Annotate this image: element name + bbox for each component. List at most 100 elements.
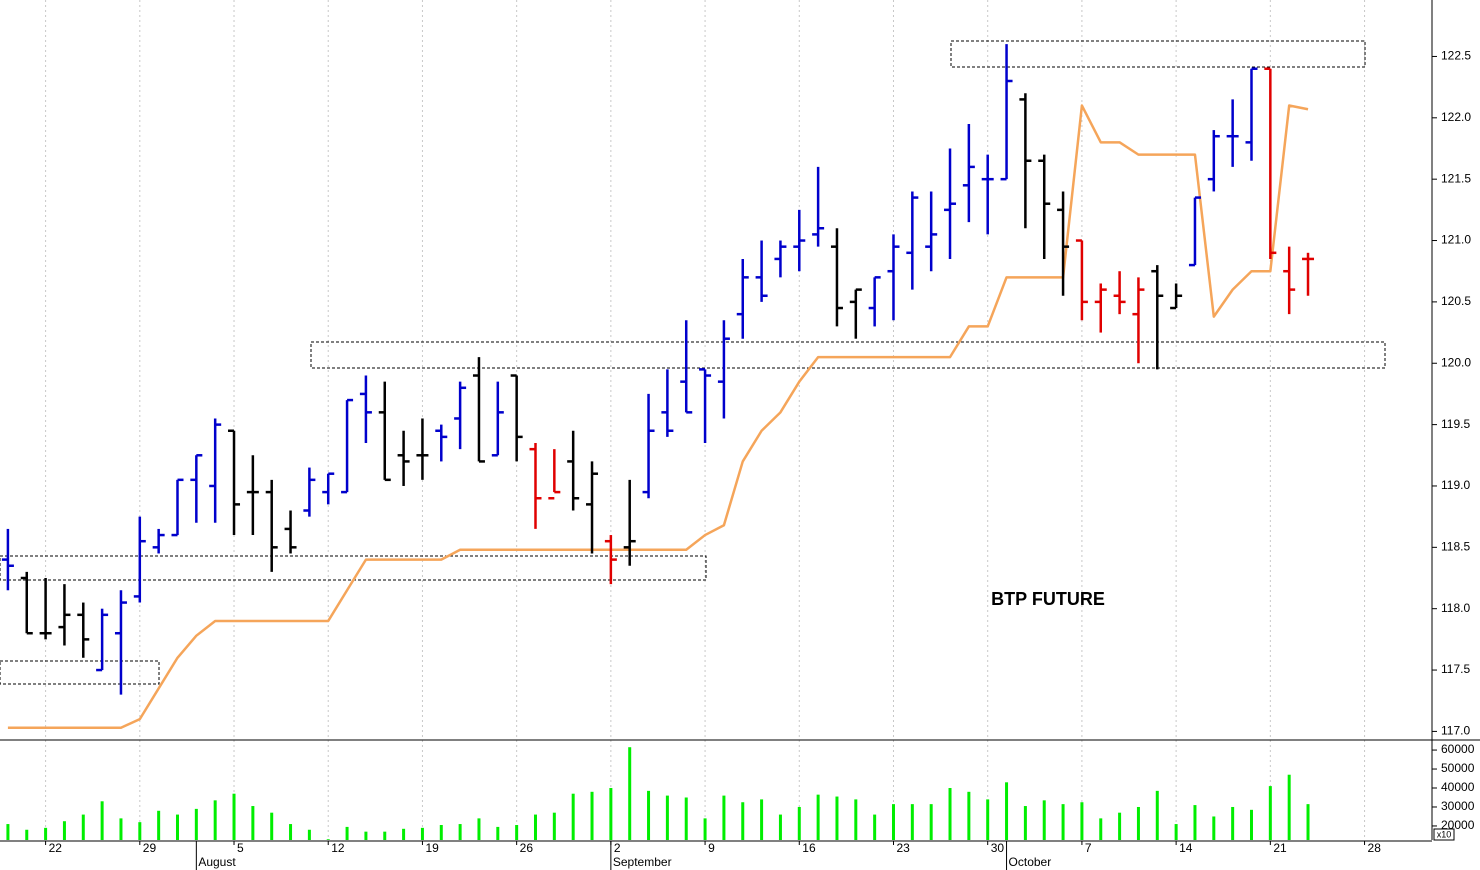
zone-box xyxy=(950,40,1366,68)
annotation: BTP FUTURE xyxy=(991,589,1105,609)
y-tick-label: 122.5 xyxy=(1441,49,1471,63)
month-label: August xyxy=(198,855,236,869)
volume-bar xyxy=(1212,816,1216,840)
volume-bar xyxy=(741,802,745,840)
y-tick-label: 119.0 xyxy=(1441,478,1470,492)
x-tick-label: 21 xyxy=(1273,841,1287,855)
x-tick-label: 16 xyxy=(802,841,816,855)
volume-bar xyxy=(1023,806,1027,840)
y-tick-label: 120.0 xyxy=(1441,355,1471,369)
y-tick-label: 118.5 xyxy=(1441,540,1470,554)
y-tick-label: 118.0 xyxy=(1441,601,1470,615)
volume-bar xyxy=(703,818,707,840)
x-tick-label: 26 xyxy=(520,841,534,855)
y-tick-label: 30000 xyxy=(1441,799,1475,813)
volume-bar xyxy=(1174,824,1178,840)
volume-bar xyxy=(1231,806,1235,840)
volume-bar xyxy=(684,797,688,840)
y-tick-label: 117.5 xyxy=(1441,662,1470,676)
zone-box xyxy=(310,341,1386,369)
volume-bar xyxy=(647,790,651,840)
volume-bar xyxy=(609,788,613,840)
volume-bar xyxy=(307,829,311,840)
volume-bar xyxy=(270,812,274,840)
y-tick-label: 40000 xyxy=(1441,780,1475,794)
volume-bar xyxy=(439,825,443,840)
y-tick-label: 60000 xyxy=(1441,742,1475,756)
x-tick-label: 23 xyxy=(896,841,910,855)
volume-bar xyxy=(778,814,782,840)
x-tick-label: 29 xyxy=(143,841,157,855)
volume-bar xyxy=(345,826,349,840)
volume-bar xyxy=(760,799,764,840)
volume-bar xyxy=(138,822,142,840)
volume-bar xyxy=(232,793,236,840)
volume-bar xyxy=(25,829,29,840)
volume-bar xyxy=(6,824,10,840)
scale-note: x10 xyxy=(1437,829,1452,839)
volume-bar xyxy=(364,831,368,840)
month-label: September xyxy=(613,855,672,869)
volume-bar xyxy=(590,791,594,840)
volume-bar xyxy=(816,794,820,840)
volume-bar xyxy=(891,804,895,840)
x-tick-label: 28 xyxy=(1368,841,1382,855)
volume-bar xyxy=(1099,818,1103,840)
volume-bar xyxy=(81,814,85,840)
y-tick-label: 120.5 xyxy=(1441,294,1471,308)
month-label: October xyxy=(1009,855,1052,869)
y-tick-label: 20000 xyxy=(1441,818,1475,832)
volume-bar xyxy=(835,796,839,840)
volume-bar xyxy=(289,824,293,840)
volume-bar xyxy=(251,806,255,840)
volume-bar xyxy=(722,795,726,840)
x-tick-label: 5 xyxy=(237,841,244,855)
volume-bar xyxy=(157,810,161,840)
y-tick-label: 121.5 xyxy=(1441,171,1471,185)
volume-bar xyxy=(100,801,104,840)
volume-bar xyxy=(797,806,801,840)
y-tick-label: 119.5 xyxy=(1441,417,1470,431)
y-tick-label: 50000 xyxy=(1441,761,1475,775)
x-tick-label: 14 xyxy=(1179,841,1193,855)
volume-bar xyxy=(1193,805,1197,840)
x-tick-label: 9 xyxy=(708,841,715,855)
y-tick-label: 121.0 xyxy=(1441,233,1471,247)
volume-bar xyxy=(119,818,123,840)
y-tick-label: 122.0 xyxy=(1441,110,1471,124)
volume-bar xyxy=(383,831,387,840)
volume-bar xyxy=(986,799,990,840)
x-tick-label: 12 xyxy=(331,841,345,855)
volume-bar xyxy=(420,827,424,840)
zone-box xyxy=(0,660,160,685)
volume-bar xyxy=(1118,812,1122,840)
volume-bar xyxy=(458,824,462,840)
volume-bar xyxy=(1287,774,1291,840)
volume-bar xyxy=(402,828,406,840)
volume-bar xyxy=(1042,800,1046,840)
line-series xyxy=(7,104,1309,729)
volume-bar xyxy=(1005,782,1009,840)
x-tick-label: 30 xyxy=(991,841,1005,855)
volume-bar xyxy=(44,827,48,840)
volume-bar xyxy=(854,799,858,840)
volume-bar xyxy=(552,812,556,840)
x-tick-label: 19 xyxy=(425,841,439,855)
x-tick-label: 2 xyxy=(614,841,621,855)
volume-bar xyxy=(213,800,217,840)
x-tick-label: 22 xyxy=(49,841,63,855)
volume-bar xyxy=(1136,806,1140,840)
volume-bar xyxy=(1061,804,1065,840)
volume-bar xyxy=(326,839,330,840)
volume-bar xyxy=(175,814,179,840)
volume-bar xyxy=(910,804,914,840)
scale-note-box xyxy=(1433,828,1455,841)
volume-bar xyxy=(62,821,66,840)
volume-bar xyxy=(967,791,971,840)
y-tick-label: 117.0 xyxy=(1441,724,1470,738)
volume-bar xyxy=(873,814,877,840)
volume-bar xyxy=(533,814,537,840)
volume-bar xyxy=(929,804,933,840)
volume-bar xyxy=(1268,786,1272,840)
